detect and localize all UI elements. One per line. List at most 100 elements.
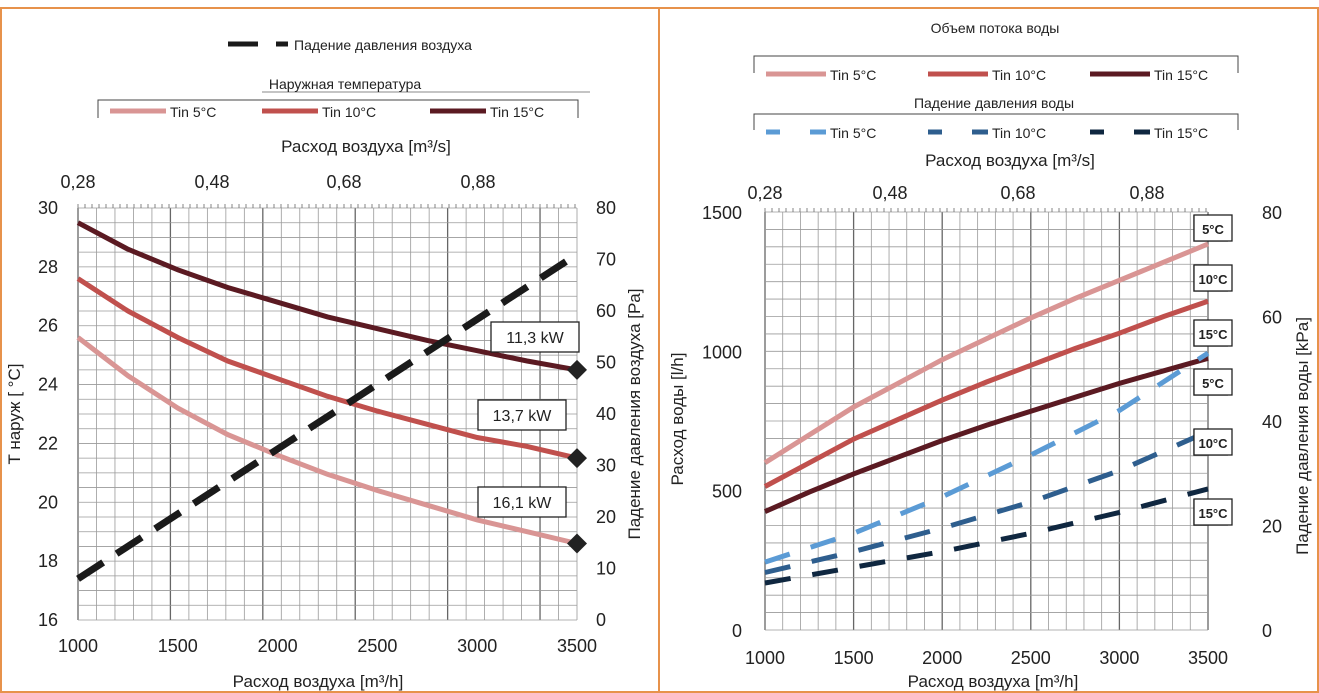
right-x-tick-label: 2500 [1011, 648, 1051, 668]
left-y-tick-label: 20 [38, 492, 58, 512]
right-series-flow-3 [763, 355, 1209, 514]
left-y-right-tick-label: 70 [596, 250, 616, 270]
right-series-flow-2 [763, 298, 1209, 489]
right-y-tick-label: 1500 [702, 203, 742, 223]
right-legend-bracket-1 [753, 55, 1239, 73]
right-series-dp-1 [764, 351, 1210, 565]
right-end-tag-box-3 [1193, 319, 1233, 347]
right-legend-flow-label-3: Tin 15°C [1154, 67, 1208, 83]
left-marker-diamond-1 [567, 359, 587, 380]
right-y-right-tick-label: 80 [1262, 203, 1282, 223]
right-end-tag-label-4: 5°C [1202, 376, 1224, 391]
left-y-tick-label: 26 [38, 316, 58, 336]
left-y-right-tick-label: 50 [596, 353, 616, 373]
right-x-tick-label: 3500 [1188, 648, 1228, 668]
left-legend-group-title: Наружная температура [269, 76, 422, 92]
left-legend-label-1: Tin 5°C [170, 104, 216, 120]
right-y-right-tick-label: 0 [1262, 621, 1272, 641]
right-x-tick-label: 2000 [922, 648, 962, 668]
left-y-right-tick-label: 10 [596, 559, 616, 579]
left-series-1 [76, 335, 578, 546]
left-marker-label-box-1 [490, 321, 580, 353]
right-x-tick-label: 1500 [834, 648, 874, 668]
left-top-axis-title: Расход воздуха [m³/s] [281, 137, 451, 156]
left-y-right-tick-label: 40 [596, 404, 616, 424]
left-marker-diamond-2 [567, 448, 587, 469]
left-marker-label-box-3 [477, 486, 567, 518]
left-y-right-tick-label: 30 [596, 456, 616, 476]
right-end-tag-box-5 [1193, 428, 1233, 456]
left-x-tick-label: 2500 [357, 636, 397, 656]
left-y-right-tick-label: 20 [596, 507, 616, 527]
right-x-tick-label: 1000 [745, 648, 785, 668]
right-end-tag-label-1: 5°C [1202, 222, 1224, 237]
right-legend-flow-label-1: Tin 5°C [830, 67, 876, 83]
right-x-top-tick-label: 0,68 [1000, 183, 1035, 203]
right-x-tick-label: 3000 [1099, 648, 1139, 668]
left-right-axis-title: Падение давления воздуха [Pa] [625, 289, 644, 540]
left-series-3 [76, 220, 578, 373]
left-y-tick-label: 28 [38, 257, 58, 277]
right-end-tag-box-4 [1193, 368, 1233, 396]
right-end-tag-label-3: 15°C [1198, 327, 1228, 342]
right-panel-frame [658, 7, 1319, 693]
left-y-tick-label: 24 [38, 375, 58, 395]
left-x-tick-label: 1500 [158, 636, 198, 656]
right-legend-dp-label-3: Tin 15°C [1154, 125, 1208, 141]
left-marker-label-1: 11,3 kW [506, 330, 564, 347]
right-y-right-tick-label: 20 [1262, 517, 1282, 537]
left-legend-label-3: Tin 15°C [490, 104, 544, 120]
right-end-tag-box-1 [1193, 214, 1233, 242]
left-y-tick-label: 18 [38, 551, 58, 571]
right-end-tag-label-5: 10°C [1198, 436, 1228, 451]
right-legend-dp-label-2: Tin 10°C [992, 125, 1046, 141]
right-y-tick-label: 0 [732, 621, 742, 641]
right-series-dp-2 [764, 429, 1210, 575]
right-legend-group1-title: Объем потока воды [931, 20, 1060, 36]
left-series-4 [76, 251, 579, 582]
left-y-tick-label: 16 [38, 610, 58, 630]
left-bottom-axis-title: Расход воздуха [m³/h] [233, 672, 404, 691]
left-legend-label-2: Tin 10°C [322, 104, 376, 120]
left-x-top-tick-label: 0,48 [194, 172, 229, 192]
right-y-right-tick-label: 40 [1262, 412, 1282, 432]
left-x-top-tick-label: 0,88 [460, 172, 495, 192]
right-y-tick-label: 500 [712, 482, 742, 502]
left-x-tick-label: 3500 [557, 636, 597, 656]
left-x-tick-label: 2000 [258, 636, 298, 656]
left-marker-label-2: 13,7 kW [493, 408, 553, 425]
left-x-tick-label: 1000 [58, 636, 98, 656]
left-chart-grid [77, 207, 578, 621]
left-x-top-tick-label: 0,68 [326, 172, 361, 192]
right-y-axis-title: Расход воды [l/h] [668, 353, 687, 486]
left-y-right-tick-label: 0 [596, 610, 606, 630]
right-end-tag-label-2: 10°C [1198, 272, 1228, 287]
left-marker-label-3: 16,1 kW [493, 495, 553, 512]
left-y-axis-title: T наруж [ °C] [5, 364, 24, 465]
right-series-dp-3 [764, 486, 1209, 586]
right-legend-flow-label-2: Tin 10°C [992, 67, 1046, 83]
right-series-flow-1 [763, 241, 1209, 465]
right-end-tag-box-6 [1193, 498, 1233, 526]
left-legend-bracket [97, 99, 579, 118]
left-x-tick-label: 3000 [457, 636, 497, 656]
left-legend-dash-label: Падение давления воздуха [294, 37, 472, 53]
left-x-top-tick-label: 0,28 [60, 172, 95, 192]
right-y-right-tick-label: 60 [1262, 308, 1282, 328]
left-marker-diamond-3 [567, 533, 587, 554]
right-top-axis-title: Расход воздуха [m³/s] [925, 151, 1095, 170]
right-x-top-tick-label: 0,28 [747, 183, 782, 203]
left-marker-label-box-2 [477, 399, 567, 431]
right-end-tag-label-6: 15°C [1198, 506, 1228, 521]
left-y-tick-label: 22 [38, 433, 58, 453]
left-y-right-tick-label: 80 [596, 198, 616, 218]
right-bottom-axis-title: Расход воздуха [m³/h] [908, 672, 1079, 691]
right-chart-grid [764, 211, 1209, 631]
right-x-top-tick-label: 0,88 [1129, 183, 1164, 203]
right-legend-dp-label-1: Tin 5°C [830, 125, 876, 141]
left-y-right-tick-label: 60 [596, 301, 616, 321]
right-legend-bracket-2 [753, 113, 1239, 130]
right-x-top-tick-label: 0,48 [872, 183, 907, 203]
